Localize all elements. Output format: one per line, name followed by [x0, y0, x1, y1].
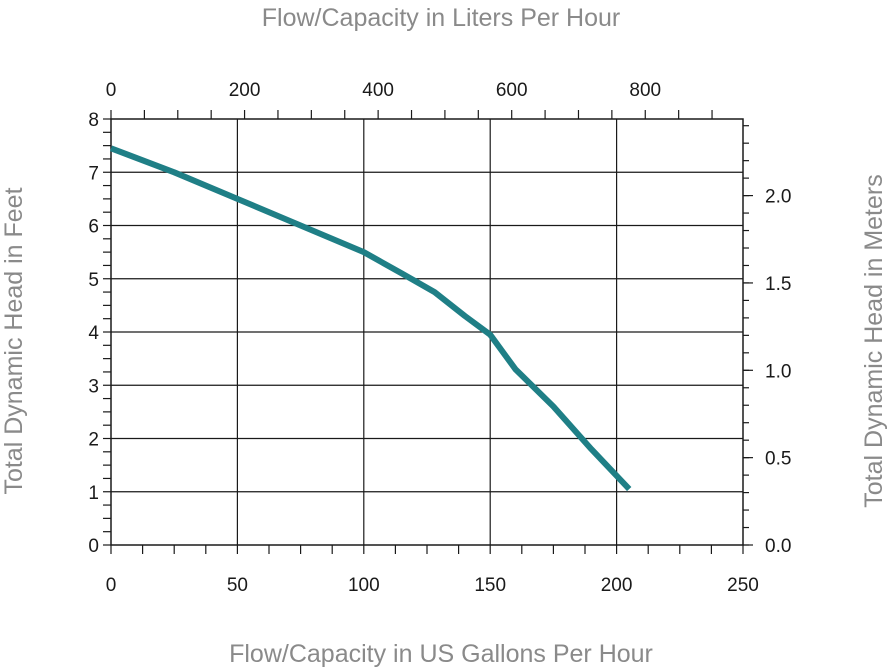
x-bottom-tick-label-5: 250 [727, 575, 759, 596]
x-top-tick-label-0: 0 [106, 80, 117, 101]
y-left-tick-label-0: 0 [88, 536, 99, 557]
x-bottom-tick-label-4: 200 [601, 575, 633, 596]
series-line-0 [109, 145, 632, 492]
x-axis-top-title: Flow/Capacity in Liters Per Hour [262, 4, 620, 32]
y-left-tick-label-4: 4 [88, 323, 99, 344]
x-axis-bottom-title: Flow/Capacity in US Gallons Per Hour [229, 640, 653, 668]
series-layer [109, 145, 632, 492]
grid-lines [111, 119, 743, 545]
x-bottom-tick-label-1: 50 [227, 575, 248, 596]
y-axis-left-title: Total Dynamic Head in Feet [0, 187, 28, 494]
x-top-tick-label-4: 800 [629, 80, 661, 101]
y-right-tick-label-3: 1.5 [765, 274, 791, 295]
x-top-tick-label-1: 200 [229, 80, 261, 101]
y-axis-right-title: Total Dynamic Head in Meters [860, 174, 888, 507]
x-top-tick-label-3: 600 [496, 80, 528, 101]
y-left-tick-label-7: 7 [88, 163, 99, 184]
y-left-tick-label-1: 1 [88, 483, 99, 504]
y-left-tick-label-6: 6 [88, 217, 99, 238]
y-left-tick-label-3: 3 [88, 376, 99, 397]
x-top-tick-label-2: 400 [362, 80, 394, 101]
y-right-tick-label-4: 2.0 [765, 187, 791, 208]
y-right-tick-label-0: 0.0 [765, 536, 791, 557]
y-left-tick-label-2: 2 [88, 430, 99, 451]
y-right-tick-label-2: 1.0 [765, 361, 791, 382]
x-bottom-tick-label-2: 100 [348, 575, 380, 596]
plot-frame [110, 118, 744, 546]
x-bottom-tick-label-3: 150 [474, 575, 506, 596]
x-bottom-tick-label-0: 0 [106, 575, 117, 596]
minor-ticks [103, 110, 753, 554]
y-left-tick-label-8: 8 [88, 110, 99, 131]
y-right-tick-label-1: 0.5 [765, 449, 791, 470]
y-left-tick-label-5: 5 [88, 270, 99, 291]
